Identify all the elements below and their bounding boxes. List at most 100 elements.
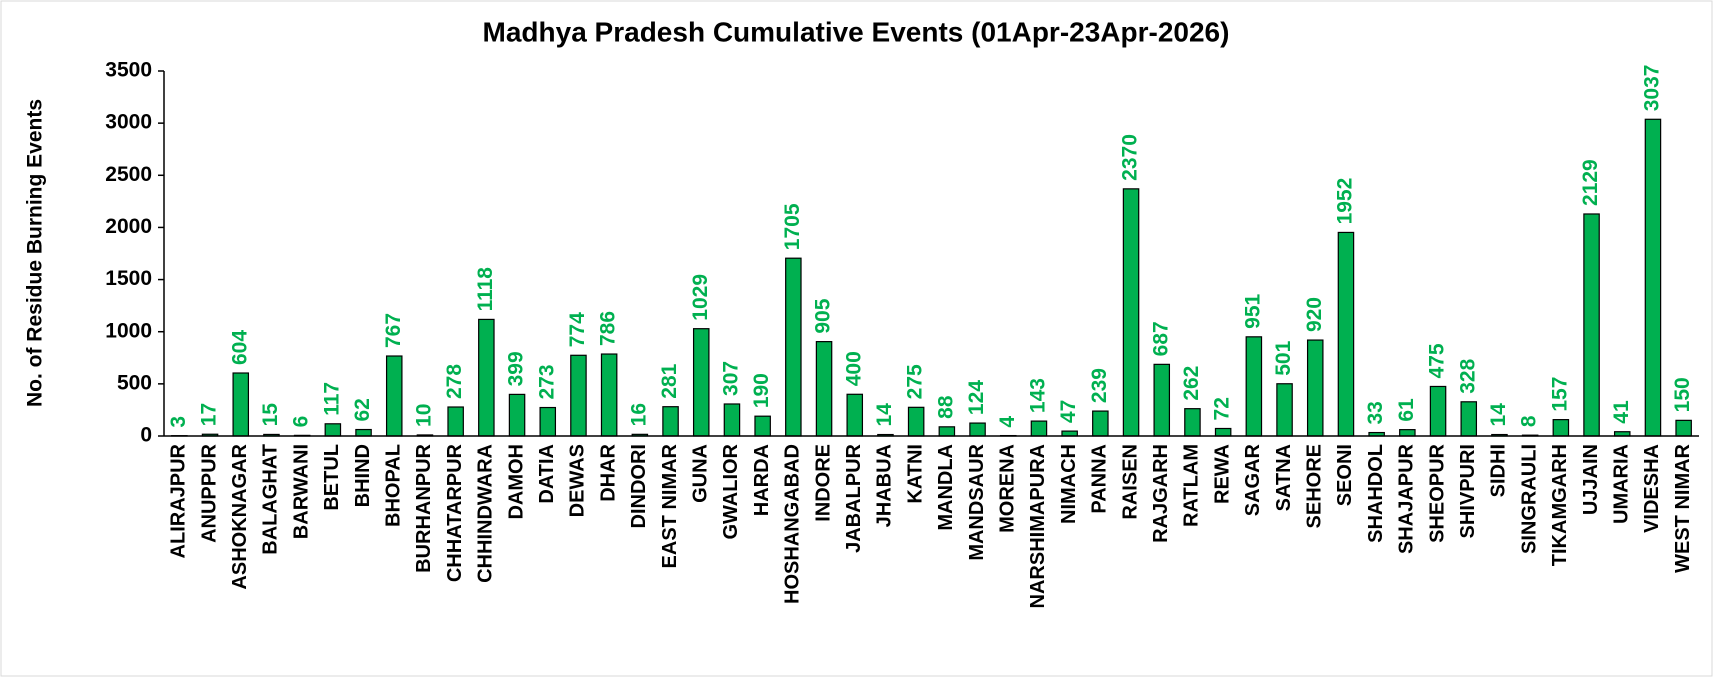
data-label: 150 (1671, 377, 1694, 412)
data-label: 239 (1088, 368, 1111, 403)
x-tick-label: BALAGHAT (260, 444, 282, 555)
x-tick-label: DATIA (536, 444, 558, 504)
y-tick-label: 2500 (105, 163, 152, 186)
bar (969, 422, 986, 437)
data-label: 400 (842, 351, 865, 386)
x-tick-label: REWA (1211, 444, 1233, 504)
data-label: 47 (1057, 400, 1080, 423)
x-tick-label: HOSHANGABAD (782, 444, 804, 604)
x-tick-label: SAGAR (1242, 443, 1264, 516)
data-label: 8 (1518, 415, 1541, 427)
x-tick-label: DAMOH (505, 444, 527, 520)
x-tick-label: ALIRAJPUR (168, 443, 190, 558)
data-label: 328 (1456, 358, 1479, 393)
x-tick-label: RATLAM (1181, 444, 1203, 527)
data-label: 117 (320, 382, 343, 416)
x-tick-label: MANDLA (935, 444, 957, 531)
bar (1399, 429, 1416, 437)
x-tick-label: INDORE (812, 444, 834, 522)
bar (1245, 336, 1263, 437)
chart-title: Madhya Pradesh Cumulative Events (01Apr-… (483, 16, 1230, 47)
data-label: 399 (505, 351, 528, 386)
x-tick-label: SHIVPURI (1457, 444, 1479, 538)
x-tick-label: KATNI (904, 444, 926, 504)
bar (1644, 118, 1662, 437)
x-tick-label: MANDSAUR (966, 443, 988, 560)
data-label: 475 (1426, 343, 1449, 378)
x-tick-label: GWALIOR (720, 443, 742, 539)
x-tick-label: SIDHI (1488, 444, 1510, 497)
y-tick-label: 2000 (105, 215, 152, 238)
bar (938, 426, 956, 437)
data-label: 273 (535, 364, 558, 399)
x-tick-label: SATNA (1273, 444, 1295, 511)
data-label: 6 (290, 416, 313, 428)
data-label: 15 (259, 403, 282, 427)
bar (692, 328, 710, 437)
x-tick-label: NARSHIMAPURA (1027, 444, 1049, 608)
data-label: 3037 (1640, 65, 1663, 112)
data-label: 41 (1610, 400, 1633, 424)
x-tick-label: UMARIA (1611, 444, 1633, 524)
x-tick-label: PANNA (1089, 444, 1111, 514)
data-label: 190 (750, 373, 773, 408)
data-label: 88 (934, 395, 957, 419)
bar (570, 354, 587, 437)
bar (1552, 419, 1570, 437)
x-tick-label: ASHOKNAGAR (229, 443, 251, 589)
bar (815, 341, 833, 437)
bar (508, 393, 526, 437)
x-tick-label: SHAHDOL (1365, 444, 1387, 543)
bar (1184, 408, 1201, 437)
bar (1030, 420, 1048, 437)
y-tick-label: 1000 (105, 319, 152, 342)
data-label: 61 (1395, 398, 1418, 422)
data-label: 687 (1149, 321, 1172, 356)
x-tick-label: DHAR (597, 443, 619, 501)
y-tick-label: 500 (117, 371, 152, 394)
x-tick-label: BURHANPUR (413, 443, 435, 572)
bar (539, 406, 557, 437)
bar (1675, 419, 1692, 437)
data-label: 767 (382, 313, 405, 348)
y-tick-label: 1500 (105, 267, 152, 290)
data-label: 307 (719, 361, 742, 396)
bar (1276, 383, 1293, 437)
x-tick-label: GUNA (690, 444, 712, 503)
bar (662, 406, 679, 437)
x-tick-label: DINDORI (628, 444, 650, 528)
bar (447, 406, 464, 437)
data-label: 2129 (1579, 159, 1602, 206)
y-tick-label: 3000 (105, 111, 152, 134)
x-tick-label: MORENA (997, 444, 1019, 533)
y-tick-label: 0 (140, 424, 152, 447)
x-tick-label: DEWAS (567, 444, 589, 517)
data-label: 1029 (689, 274, 712, 321)
x-tick-label: CHHINDWARA (475, 444, 497, 583)
data-label: 3 (167, 416, 190, 428)
data-label: 33 (1364, 401, 1387, 424)
x-tick-label: SEONI (1334, 444, 1356, 506)
x-tick-label: SHAJAPUR (1396, 443, 1418, 554)
bar (232, 372, 250, 437)
data-label: 920 (1303, 297, 1326, 332)
data-label: 1118 (474, 267, 497, 312)
bar (478, 318, 495, 437)
data-label: 501 (1272, 340, 1295, 375)
data-label: 951 (1241, 293, 1264, 328)
bar (846, 393, 864, 437)
data-label: 278 (443, 364, 466, 399)
y-axis-label: No. of Residue Burning Events (24, 99, 47, 407)
x-tick-label: SEHORE (1304, 444, 1326, 528)
x-tick-label: BHIND (352, 444, 374, 507)
x-tick-label: SHEOPUR (1426, 443, 1448, 542)
x-tick-label: VIDESHA (1641, 444, 1663, 533)
y-tick-label: 3500 (105, 59, 152, 82)
data-label: 4 (996, 416, 1019, 428)
bar (355, 428, 372, 437)
x-tick-label: BHOPAL (383, 444, 405, 527)
x-tick-label: RAISEN (1119, 444, 1141, 520)
x-tick-label: HARDA (751, 444, 773, 516)
